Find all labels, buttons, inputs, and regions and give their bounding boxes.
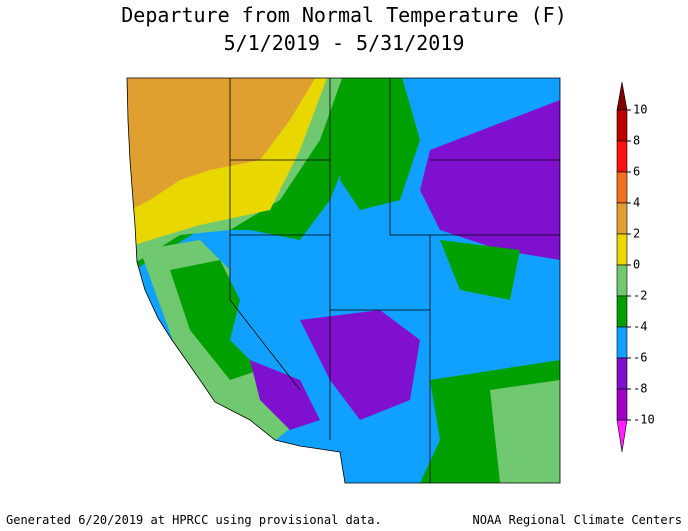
color-bin — [616, 357, 628, 390]
tick-label: -8 — [633, 382, 647, 396]
map — [127, 78, 560, 483]
outline — [126, 77, 561, 484]
colorbar: 10 8 6 4 2 0 -2 -4 -6 -8 -10 — [616, 81, 655, 453]
color-bin — [616, 264, 628, 297]
tick-label: 10 — [633, 103, 647, 117]
under-triangle — [616, 419, 628, 453]
color-bin — [616, 202, 628, 235]
subtitle: 5/1/2019 - 5/31/2019 — [224, 31, 465, 55]
color-bin — [616, 109, 628, 142]
footer-left: Generated 6/20/2019 at HPRCC using provi… — [6, 513, 382, 527]
tick-label: 8 — [633, 134, 640, 148]
color-bin — [616, 295, 628, 328]
color-bin — [616, 388, 628, 421]
footer-right: NOAA Regional Climate Centers — [472, 513, 682, 527]
color-bin — [616, 326, 628, 359]
tick-label: -6 — [633, 351, 647, 365]
tick-label: 0 — [633, 258, 640, 272]
title: Departure from Normal Temperature (F) — [121, 3, 567, 27]
tick-label: 6 — [633, 165, 640, 179]
color-bin — [616, 171, 628, 204]
color-bin — [616, 233, 628, 266]
tick-label: 4 — [633, 196, 640, 210]
tick-label: -4 — [633, 320, 647, 334]
color-bin — [616, 140, 628, 173]
tick-label: 2 — [633, 227, 640, 241]
tick-label: -10 — [633, 413, 655, 427]
tick-label: -2 — [633, 289, 647, 303]
over-triangle — [616, 81, 628, 111]
